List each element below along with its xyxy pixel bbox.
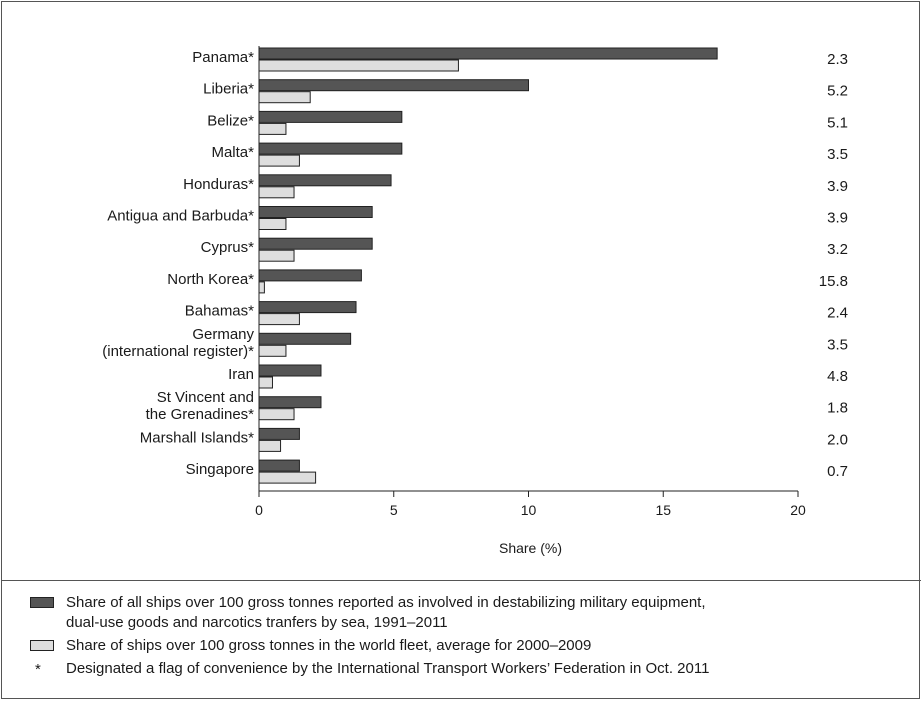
bar-destabilizing-singapore	[258, 459, 300, 472]
bar-world-fleet-singapore	[258, 471, 317, 484]
bar-world-fleet-panama	[258, 59, 459, 72]
bar-destabilizing-marshall-islands	[258, 427, 300, 440]
category-label-germany-international-register-line2: (international register)*	[102, 343, 254, 360]
category-label-antigua-and-barbuda: Antigua and Barbuda*	[107, 208, 254, 225]
ratio-label-panama: 2.3	[827, 51, 848, 68]
legend: Share of all ships over 100 gross tonnes…	[2, 580, 921, 682]
legend-item-dark: Share of all ships over 100 gross tonnes…	[2, 593, 921, 633]
bar-destabilizing-st-vincent-and-the-grenadines	[258, 396, 322, 409]
ratio-label-germany-international-register: 3.5	[827, 336, 848, 353]
category-label-panama: Panama*	[192, 49, 254, 66]
ratio-label-malta: 3.5	[827, 146, 848, 163]
bar-destabilizing-antigua-and-barbuda	[258, 206, 373, 218]
ratio-label-antigua-and-barbuda: 3.9	[827, 210, 848, 227]
x-tick-label-0: 0	[255, 502, 263, 518]
footnote-asterisk: *	[35, 661, 41, 678]
bar-destabilizing-bahamas	[258, 301, 357, 314]
bar-destabilizing-germany-international-register	[258, 332, 352, 345]
ratio-label-singapore: 0.7	[827, 463, 848, 480]
x-axis-title: Share (%)	[499, 540, 562, 556]
category-label-st-vincent-and-the-grenadines-line1: St Vincent and	[157, 389, 254, 406]
category-label-liberia: Liberia*	[203, 81, 254, 98]
x-tick-label-20: 20	[790, 502, 806, 518]
ratio-label-marshall-islands: 2.0	[827, 431, 848, 448]
ratio-label-st-vincent-and-the-grenadines: 1.8	[827, 400, 848, 417]
legend-footnote: * Designated a flag of convenience by th…	[2, 659, 921, 679]
category-label-singapore: Singapore	[186, 461, 254, 478]
bar-world-fleet-germany-international-register	[258, 344, 287, 357]
ratio-label-bahamas: 2.4	[827, 305, 848, 322]
bar-world-fleet-belize	[258, 122, 287, 135]
category-label-cyprus: Cyprus*	[201, 239, 255, 256]
bar-world-fleet-iran	[258, 376, 273, 389]
bar-destabilizing-panama	[258, 47, 718, 60]
bar-destabilizing-honduras	[258, 174, 392, 187]
legend-label-dark-line1: Share of all ships over 100 gross tonnes…	[66, 594, 706, 611]
legend-swatch-light	[30, 640, 54, 651]
ratio-label-honduras: 3.9	[827, 178, 848, 195]
ratio-label-iran: 4.8	[827, 368, 848, 385]
category-label-belize: Belize*	[207, 112, 254, 129]
legend-swatch-dark	[30, 597, 54, 608]
footnote-text: Designated a flag of convenience by the …	[66, 660, 710, 677]
bar-world-fleet-marshall-islands	[258, 439, 282, 452]
bar-world-fleet-north-korea	[258, 281, 265, 294]
bar-world-fleet-bahamas	[258, 313, 300, 326]
category-label-st-vincent-and-the-grenadines-line2: the Grenadines*	[146, 406, 255, 423]
bar-destabilizing-liberia	[258, 79, 529, 92]
category-label-bahamas: Bahamas*	[185, 303, 254, 320]
bar-world-fleet-antigua-and-barbuda	[258, 218, 287, 230]
ratio-label-liberia: 5.2	[827, 83, 848, 100]
bar-world-fleet-malta	[258, 154, 300, 167]
bar-destabilizing-cyprus	[258, 237, 373, 250]
category-label-honduras: Honduras*	[183, 176, 254, 193]
ratio-label-cyprus: 3.2	[827, 241, 848, 258]
bar-world-fleet-honduras	[258, 186, 295, 199]
ratio-label-north-korea: 15.8	[819, 273, 848, 290]
legend-item-light: Share of ships over 100 gross tonnes in …	[2, 636, 921, 656]
ratio-label-belize: 5.1	[827, 114, 848, 131]
category-label-iran: Iran	[228, 366, 254, 383]
bar-destabilizing-north-korea	[258, 269, 362, 282]
x-tick-label-15: 15	[655, 502, 671, 518]
category-label-marshall-islands: Marshall Islands*	[140, 429, 254, 446]
x-tick-label-10: 10	[521, 502, 537, 518]
legend-label-light: Share of ships over 100 gross tonnes in …	[66, 637, 592, 654]
bar-chart: Panama* 2.3 Liberia* 5.2 Belize* 5.1 Malta* 3.5…	[102, 46, 848, 556]
category-label-germany-international-register-line1: Germany	[192, 326, 254, 343]
x-tick-label-5: 5	[390, 502, 398, 518]
category-label-north-korea: North Korea*	[167, 271, 254, 288]
bar-world-fleet-liberia	[258, 91, 311, 104]
bar-destabilizing-belize	[258, 110, 403, 123]
bar-destabilizing-malta	[258, 142, 403, 155]
legend-label-dark-line2: dual-use goods and narcotics tranfers by…	[66, 614, 448, 631]
bar-world-fleet-cyprus	[258, 249, 295, 262]
category-label-malta: Malta*	[211, 144, 254, 161]
bar-world-fleet-st-vincent-and-the-grenadines	[258, 408, 295, 421]
bar-destabilizing-iran	[258, 364, 322, 377]
